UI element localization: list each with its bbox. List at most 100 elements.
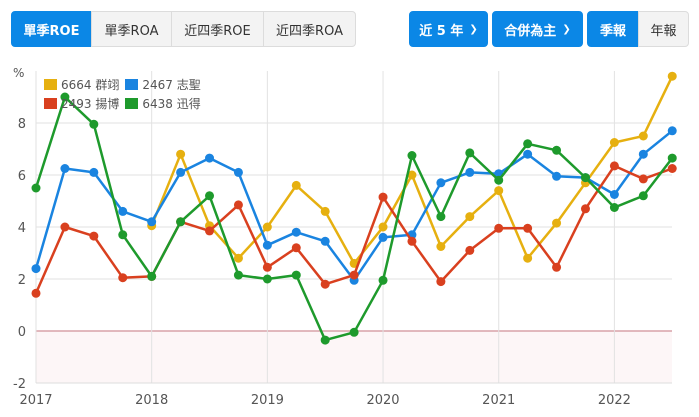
data-point <box>667 153 677 163</box>
data-point <box>378 192 388 202</box>
data-point <box>667 71 677 81</box>
tab-quarterly-report[interactable]: 季報 <box>587 11 639 47</box>
data-point <box>291 270 301 280</box>
y-tick-label: 2 <box>18 273 26 288</box>
x-tick-label: 2022 <box>598 393 631 408</box>
data-point <box>233 167 243 177</box>
data-point <box>147 217 157 227</box>
data-point <box>436 212 446 222</box>
series-line <box>34 95 674 342</box>
data-point <box>320 206 330 216</box>
data-point <box>176 149 186 159</box>
data-point <box>465 245 475 255</box>
data-point <box>31 288 41 298</box>
legend-item-2493[interactable]: 2493 揚博 <box>44 95 119 112</box>
chart-legend: 6664 群翊 2467 志聖 2493 揚博 6438 迅得 <box>44 75 207 113</box>
data-point <box>436 178 446 188</box>
data-point <box>118 206 128 216</box>
data-point <box>291 227 301 237</box>
data-point <box>320 335 330 345</box>
data-point <box>291 243 301 253</box>
data-point <box>147 271 157 281</box>
y-tick-label: 6 <box>18 169 26 184</box>
range-dropdown[interactable]: 近 5 年 ❯ <box>409 11 488 47</box>
x-tick-label: 2018 <box>135 393 168 408</box>
data-point <box>262 222 272 232</box>
data-point <box>552 218 562 228</box>
data-point <box>89 119 99 129</box>
legend-item-6438[interactable]: 6438 迅得 <box>125 95 201 112</box>
metric-tabs: 單季ROE 單季ROA 近四季ROE 近四季ROA <box>11 11 356 47</box>
data-point <box>436 242 446 251</box>
data-point <box>494 175 504 185</box>
tab-trailing-roe[interactable]: 近四季ROE <box>171 11 264 47</box>
tab-annual-report[interactable]: 年報 <box>638 11 689 47</box>
y-tick-label: 4 <box>18 221 26 236</box>
data-point <box>609 203 619 212</box>
data-point <box>667 126 677 136</box>
tab-quarterly-roa[interactable]: 單季ROA <box>91 11 172 47</box>
data-point <box>523 223 533 233</box>
data-point <box>31 183 41 193</box>
data-point <box>320 236 330 246</box>
chevron-down-icon: ❯ <box>469 23 478 35</box>
data-point <box>118 273 128 283</box>
data-point <box>205 226 215 236</box>
data-point <box>552 262 562 272</box>
range-dropdown-label: 近 5 年 <box>419 23 464 39</box>
y-tick-label: 8 <box>18 117 26 132</box>
data-point <box>436 277 446 287</box>
data-point <box>407 236 417 246</box>
chevron-down-icon: ❯ <box>562 23 571 35</box>
basis-dropdown[interactable]: 合併為主 ❯ <box>492 11 583 47</box>
legend-swatch <box>44 98 57 109</box>
legend-swatch <box>44 79 57 90</box>
data-point <box>176 167 186 177</box>
basis-dropdown-label: 合併為主 <box>504 23 557 39</box>
data-point <box>378 275 388 285</box>
legend-label: 6664 群翊 <box>61 78 120 92</box>
x-tick-label: 2019 <box>251 393 284 408</box>
legend-swatch <box>125 98 139 109</box>
series-line <box>34 129 674 282</box>
x-tick-label: 2021 <box>482 393 515 408</box>
data-point <box>494 186 504 196</box>
negative-region <box>36 331 672 383</box>
data-point <box>262 262 272 272</box>
data-point <box>233 253 243 263</box>
legend-label: 2493 揚博 <box>61 97 120 111</box>
data-point <box>638 149 648 159</box>
tab-quarterly-roe[interactable]: 單季ROE <box>11 11 92 47</box>
data-point <box>580 173 590 183</box>
data-point <box>60 222 70 232</box>
data-point <box>465 212 475 222</box>
data-point <box>60 92 70 102</box>
tab-trailing-roa[interactable]: 近四季ROA <box>263 11 356 47</box>
legend-item-2467[interactable]: 2467 志聖 <box>125 76 201 93</box>
data-point <box>262 240 272 250</box>
data-point <box>233 200 243 210</box>
data-point <box>552 145 562 155</box>
data-point <box>609 161 619 171</box>
legend-item-6664[interactable]: 6664 群翊 <box>44 76 119 93</box>
data-point <box>638 131 648 141</box>
data-point <box>638 174 648 184</box>
data-point <box>60 164 70 173</box>
y-tick-label: 0 <box>18 325 26 340</box>
x-tick-label: 2017 <box>19 393 52 408</box>
data-point <box>552 171 562 181</box>
data-point <box>89 167 99 177</box>
data-point <box>31 264 41 274</box>
data-point <box>523 139 533 149</box>
data-point <box>523 149 533 159</box>
data-point <box>465 167 475 177</box>
roe-line-chart: -2 0 2 4 6 8 2017 2018 2019 2020 2021 2022 <box>13 71 677 408</box>
data-point <box>609 138 619 147</box>
legend-swatch <box>125 79 139 90</box>
data-point <box>494 223 504 233</box>
data-point <box>89 231 99 241</box>
data-point <box>320 279 330 289</box>
data-point <box>262 274 272 284</box>
legend-label: 2467 志聖 <box>142 78 201 92</box>
data-point <box>176 217 186 227</box>
